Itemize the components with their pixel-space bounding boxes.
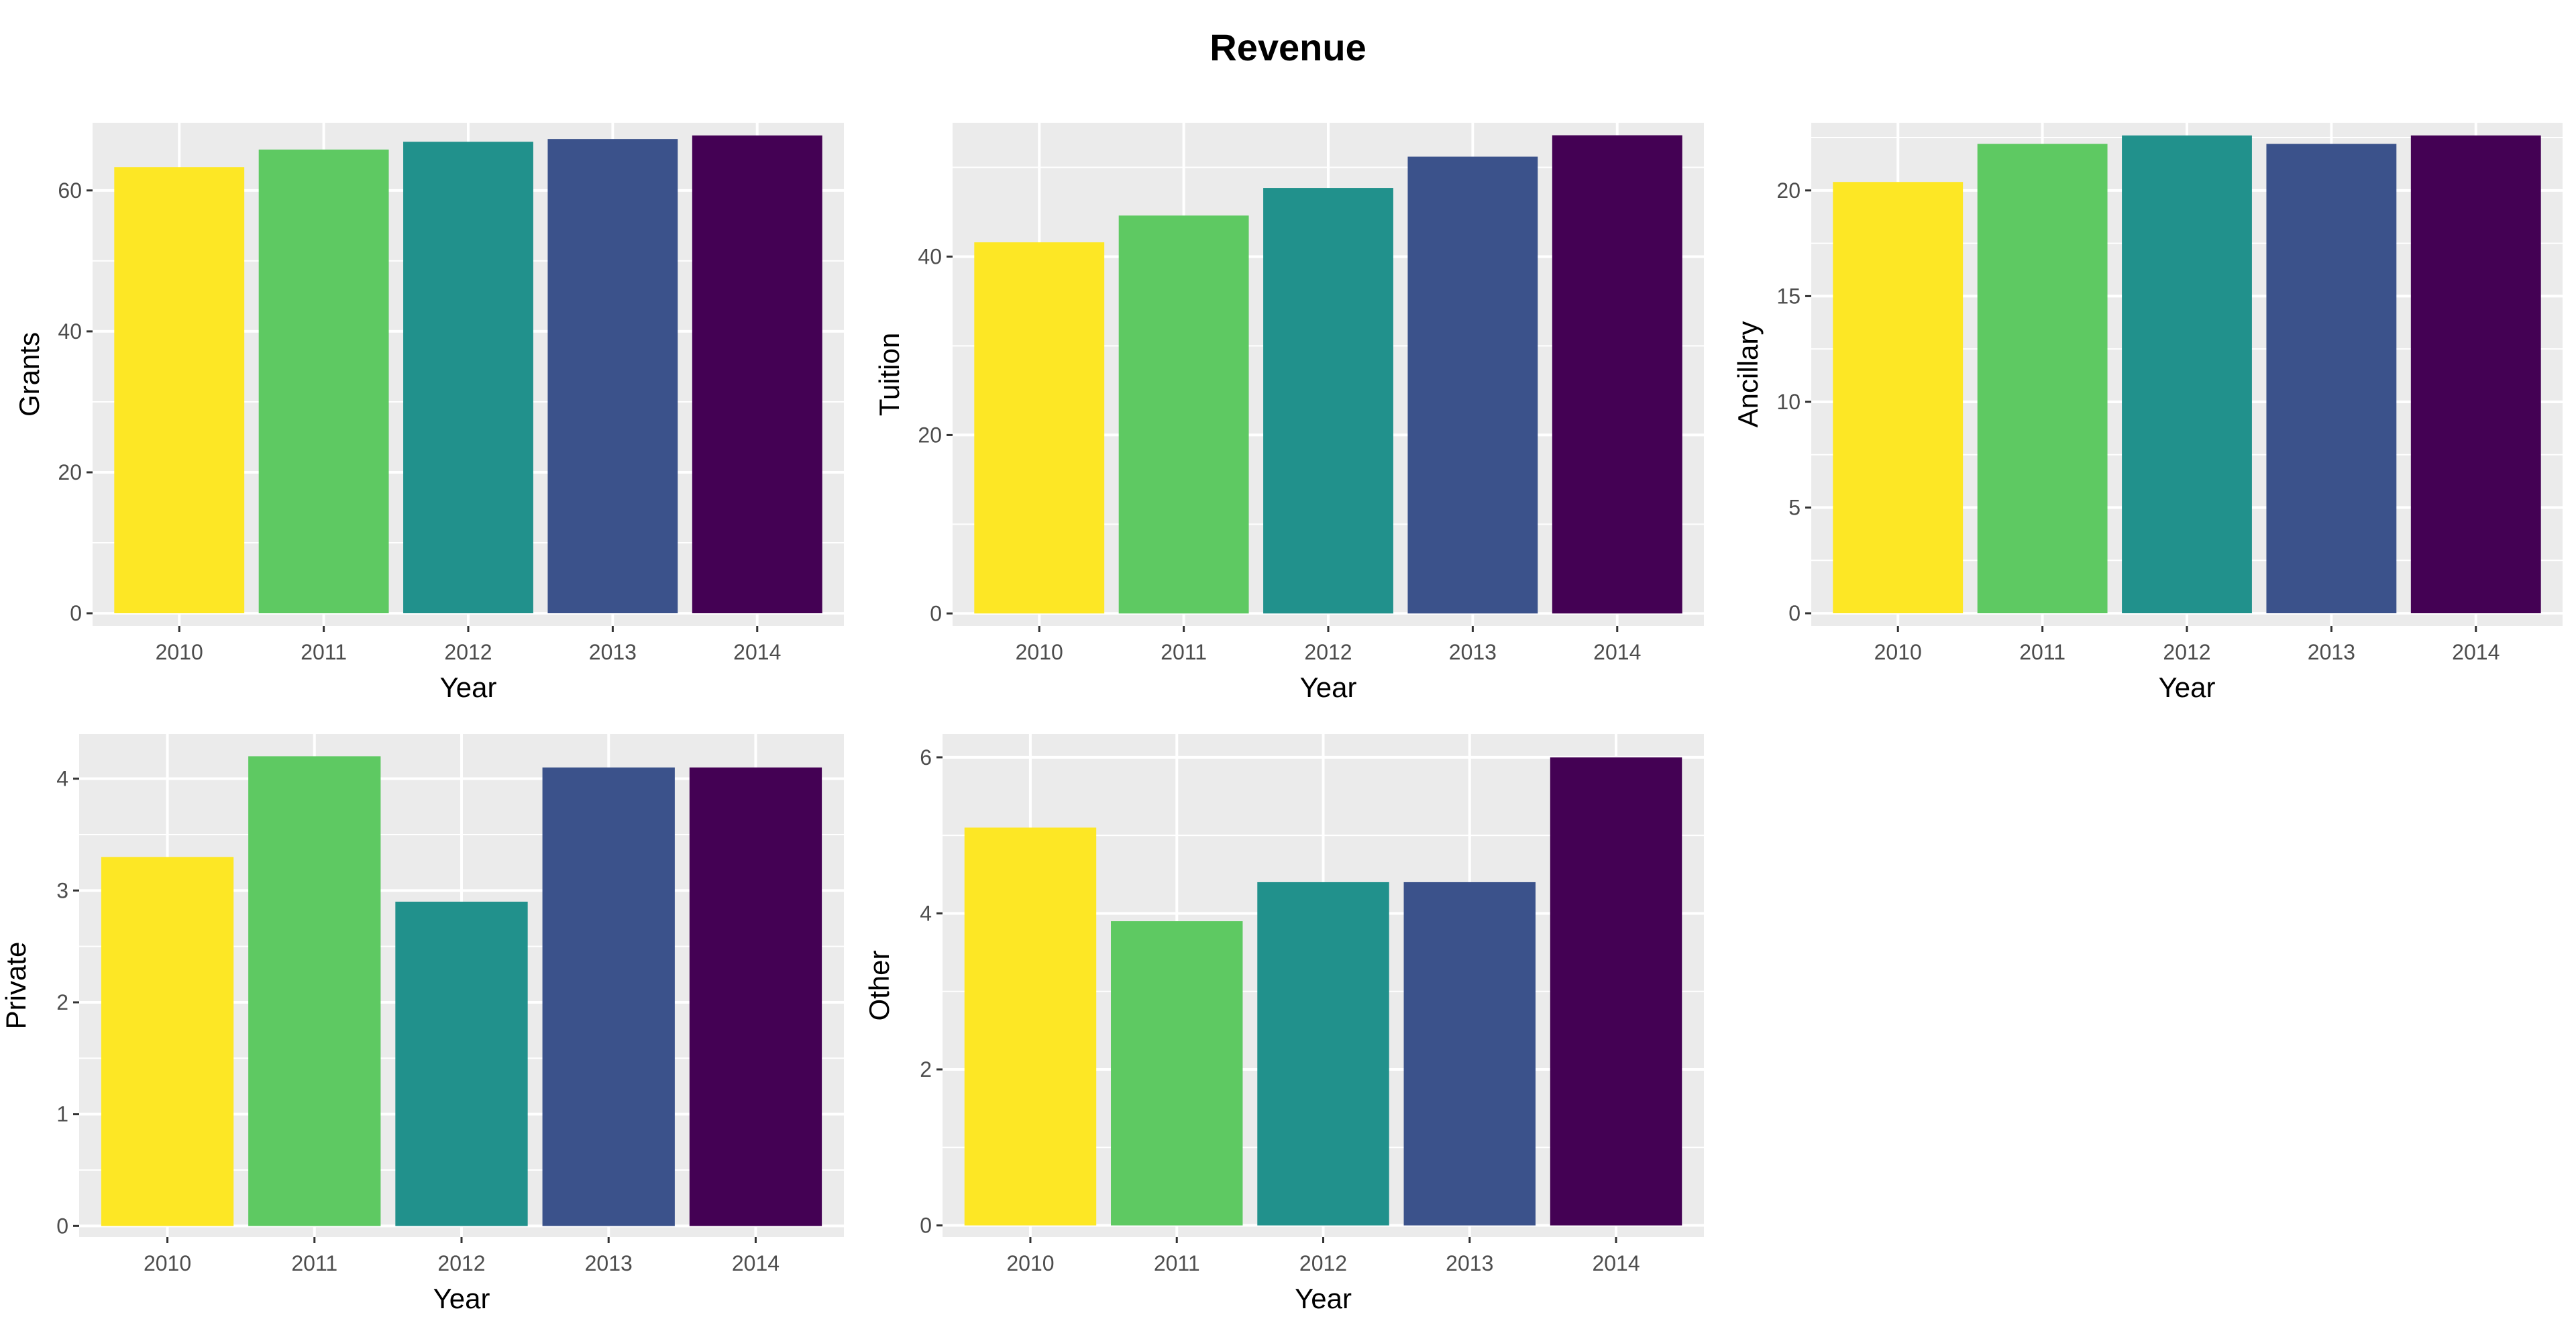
y-tick-label: 0 [70,601,82,625]
x-tick-label: 2011 [1154,1251,1200,1275]
bar-2010 [1833,182,1964,614]
x-tick-label: 2013 [589,640,637,664]
y-tick-label: 2 [920,1057,932,1081]
bar-2013 [1407,156,1538,614]
x-tick-label: 2014 [2452,640,2500,664]
y-tick-label: 60 [58,178,82,203]
bar-2013 [547,139,678,614]
x-tick-label: 2014 [732,1251,780,1275]
y-tick-label: 0 [1788,601,1801,625]
x-tick-label: 2010 [1874,640,1922,664]
y-axis-title: Ancillary [1732,321,1764,428]
bar-2014 [2410,135,2541,614]
x-tick-label: 2013 [585,1251,633,1275]
x-axis-title: Year [2159,672,2216,703]
bar-2011 [248,756,381,1226]
x-axis-title: Year [1295,1283,1352,1314]
x-tick-label: 2014 [1592,1251,1640,1275]
figure-title: Revenue [1210,26,1366,68]
y-tick-label: 40 [918,244,942,268]
bar-2012 [2122,135,2252,614]
y-tick-label: 20 [1776,178,1801,203]
x-tick-label: 2011 [301,640,347,664]
x-tick-label: 2012 [444,640,492,664]
x-tick-label: 2011 [2019,640,2065,664]
x-axis-title: Year [440,672,497,703]
chart-panel-3: 0 5 10 15 20 2010 2011 2012 2013 2014 Year Ancillar… [1732,123,2563,703]
x-tick-label: 2011 [1161,640,1207,664]
x-tick-label: 2013 [1449,640,1497,664]
y-tick-label: 15 [1776,284,1801,308]
bar-2010 [974,242,1105,614]
x-tick-label: 2010 [1006,1251,1054,1275]
bar-2014 [1550,757,1682,1226]
bar-2014 [689,768,822,1226]
x-tick-label: 2012 [1304,640,1352,664]
y-tick-label: 3 [56,878,68,902]
y-tick-label: 0 [920,1214,932,1238]
x-tick-label: 2014 [733,640,781,664]
bar-2012 [1257,882,1389,1226]
y-tick-label: 2 [56,990,68,1014]
x-tick-label: 2010 [144,1251,191,1275]
y-tick-label: 0 [930,601,942,625]
x-axis-title: Year [433,1283,490,1314]
x-tick-label: 2011 [291,1251,337,1275]
y-tick-label: 40 [58,319,82,343]
y-tick-label: 1 [56,1102,68,1126]
y-tick-label: 20 [58,460,82,484]
y-axis-title: Grants [13,332,45,417]
y-tick-label: 6 [920,745,932,770]
y-tick-label: 10 [1776,390,1801,414]
chart-panel-4: 0 1 2 3 4 2010 2011 2012 2013 2014 Year Private [0,734,844,1314]
bar-2012 [395,902,528,1226]
bar-2013 [2266,144,2397,614]
bar-2013 [542,768,675,1226]
x-tick-label: 2010 [1016,640,1063,664]
bar-2012 [1263,188,1393,614]
bar-2011 [1111,921,1243,1226]
x-tick-label: 2012 [2163,640,2210,664]
y-tick-label: 20 [918,423,942,447]
x-tick-label: 2014 [1593,640,1641,664]
chart-panel-2: 0 20 40 2010 2011 2012 2013 2014 Year Tuition [873,123,1704,703]
bar-2012 [403,142,533,614]
bar-2010 [964,827,1097,1226]
y-axis-title: Private [0,942,32,1030]
bar-2011 [1977,144,2108,614]
x-tick-label: 2010 [156,640,203,664]
x-tick-label: 2013 [2308,640,2355,664]
bar-2011 [1118,215,1249,614]
y-tick-label: 5 [1788,496,1801,520]
bar-2014 [692,135,822,614]
y-axis-title: Tuition [873,333,905,417]
chart-panel-1: 0 20 40 60 2010 2011 2012 2013 2014 Year Grants [13,123,844,703]
bar-2010 [114,167,245,614]
x-tick-label: 2013 [1446,1251,1493,1275]
bar-2010 [101,857,234,1226]
x-tick-label: 2012 [437,1251,485,1275]
y-tick-label: 4 [920,901,932,925]
y-tick-label: 4 [56,767,68,791]
x-axis-title: Year [1300,672,1357,703]
bar-2014 [1552,135,1682,614]
y-tick-label: 0 [56,1214,68,1238]
bar-2013 [1403,882,1536,1226]
chart-panel-5: 0 2 4 6 2010 2011 2012 2013 2014 Year Other [863,734,1704,1314]
x-tick-label: 2012 [1299,1251,1347,1275]
bar-2011 [258,149,389,614]
y-axis-title: Other [863,950,895,1020]
